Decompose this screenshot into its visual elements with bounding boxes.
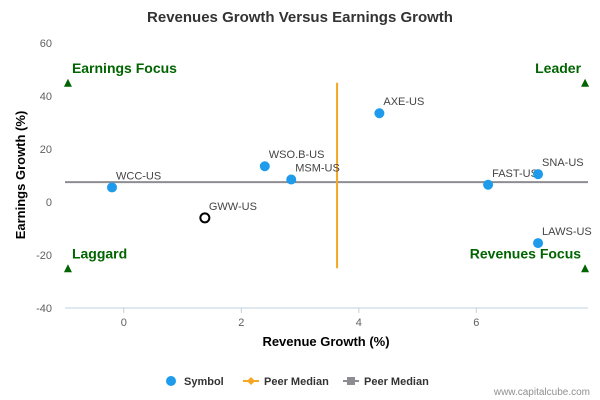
- data-point[interactable]: [286, 174, 297, 185]
- y-tick-label: -40: [36, 303, 52, 315]
- y-tick-label: 0: [46, 197, 52, 209]
- data-point-label: SNA-US: [542, 157, 584, 169]
- x-tick-label: 6: [473, 317, 479, 329]
- x-tick-label: 2: [238, 317, 244, 329]
- data-point-label: WCC-US: [116, 170, 161, 182]
- legend-label: Peer Median: [264, 376, 329, 388]
- y-tick-label: 40: [40, 91, 52, 103]
- data-point[interactable]: [533, 238, 544, 249]
- data-point-label: LAWS-US: [542, 226, 592, 238]
- credit-text: www.capitalcube.com: [493, 387, 590, 398]
- x-axis-title: Revenue Growth (%): [262, 334, 389, 349]
- data-point[interactable]: [107, 182, 118, 193]
- quadrant-marker: [581, 78, 590, 87]
- y-tick-label: -20: [36, 250, 52, 262]
- chart-title: Revenues Growth Versus Earnings Growth: [147, 9, 453, 26]
- legend-square-icon: [347, 377, 355, 385]
- quadrant-label: Revenues Focus: [470, 245, 581, 261]
- data-point[interactable]: [259, 161, 270, 172]
- legend-label: Peer Median: [364, 376, 429, 388]
- y-tick-label: 20: [40, 144, 52, 156]
- legend-item[interactable]: Peer Median: [343, 376, 429, 388]
- legend-diamond-icon: [247, 377, 255, 385]
- data-point-label: AXE-US: [383, 96, 424, 108]
- highlight-data-point[interactable]: [199, 212, 211, 224]
- y-tick-label: 60: [40, 38, 52, 50]
- highlight-data-label: GWW-US: [209, 201, 257, 213]
- legend-label: Symbol: [184, 376, 224, 388]
- legend-symbol-icon: [166, 376, 176, 386]
- quadrant-label: Leader: [535, 60, 581, 76]
- x-tick-label: 4: [356, 317, 362, 329]
- y-axis: -40 -20 0 20 40 60: [36, 38, 52, 315]
- legend-item[interactable]: Peer Median: [243, 376, 329, 388]
- x-tick-label: 0: [121, 317, 127, 329]
- quadrant-label: Laggard: [72, 245, 127, 261]
- data-point-label: MSM-US: [295, 162, 340, 174]
- legend-item[interactable]: Symbol: [166, 376, 224, 388]
- data-point-label: FAST-US: [492, 168, 538, 180]
- quadrant-label: Earnings Focus: [72, 60, 177, 76]
- quadrant-marker: [63, 78, 72, 87]
- peer-median-lines: [65, 82, 588, 269]
- y-axis-title: Earnings Growth (%): [13, 111, 28, 240]
- data-point[interactable]: [483, 179, 494, 190]
- data-point-label: WSO.B-US: [269, 149, 325, 161]
- quadrant-marker: [581, 264, 590, 273]
- x-axis: 0 2 4 6: [121, 308, 479, 329]
- data-point[interactable]: [533, 169, 544, 180]
- data-point[interactable]: [374, 108, 385, 119]
- quadrant-marker: [63, 264, 72, 273]
- quadrant-labels: Earnings Focus Leader Laggard Revenues Focu…: [63, 60, 590, 273]
- legend: Symbol Peer Median Peer Median: [166, 376, 429, 388]
